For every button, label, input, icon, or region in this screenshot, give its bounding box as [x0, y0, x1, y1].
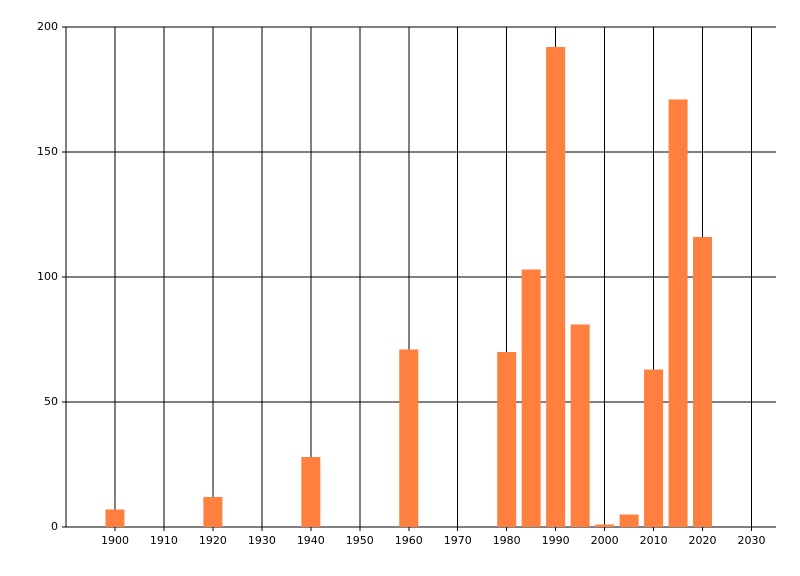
- x-tick-label: 2000: [591, 534, 619, 547]
- bar: [693, 237, 713, 527]
- bar: [301, 457, 321, 527]
- bar: [644, 369, 664, 527]
- x-tick-label: 1910: [150, 534, 178, 547]
- bar: [619, 514, 639, 527]
- x-tick-label: 1930: [248, 534, 276, 547]
- y-tick-label: 50: [44, 395, 58, 408]
- x-tick-label: 1970: [444, 534, 472, 547]
- x-tick-label: 1950: [346, 534, 374, 547]
- bar: [546, 47, 566, 527]
- x-tick-label: 1940: [297, 534, 325, 547]
- y-tick-label: 200: [37, 20, 58, 33]
- x-tick-label: 2030: [738, 534, 766, 547]
- bar: [203, 497, 223, 527]
- bar: [668, 99, 688, 527]
- bar: [399, 349, 419, 527]
- x-tick-label: 1980: [493, 534, 521, 547]
- y-tick-label: 100: [37, 270, 58, 283]
- x-tick-label: 2010: [640, 534, 668, 547]
- y-tick-label: 150: [37, 145, 58, 158]
- bar: [497, 352, 517, 527]
- x-tick-label: 1920: [199, 534, 227, 547]
- bar: [105, 509, 125, 527]
- x-tick-label: 1960: [395, 534, 423, 547]
- bar: [521, 269, 541, 527]
- bar: [595, 524, 615, 527]
- bar: [570, 324, 590, 527]
- x-tick-label: 1900: [101, 534, 129, 547]
- x-tick-label: 1990: [542, 534, 570, 547]
- x-tick-label: 2020: [689, 534, 717, 547]
- y-tick-label: 0: [51, 520, 58, 533]
